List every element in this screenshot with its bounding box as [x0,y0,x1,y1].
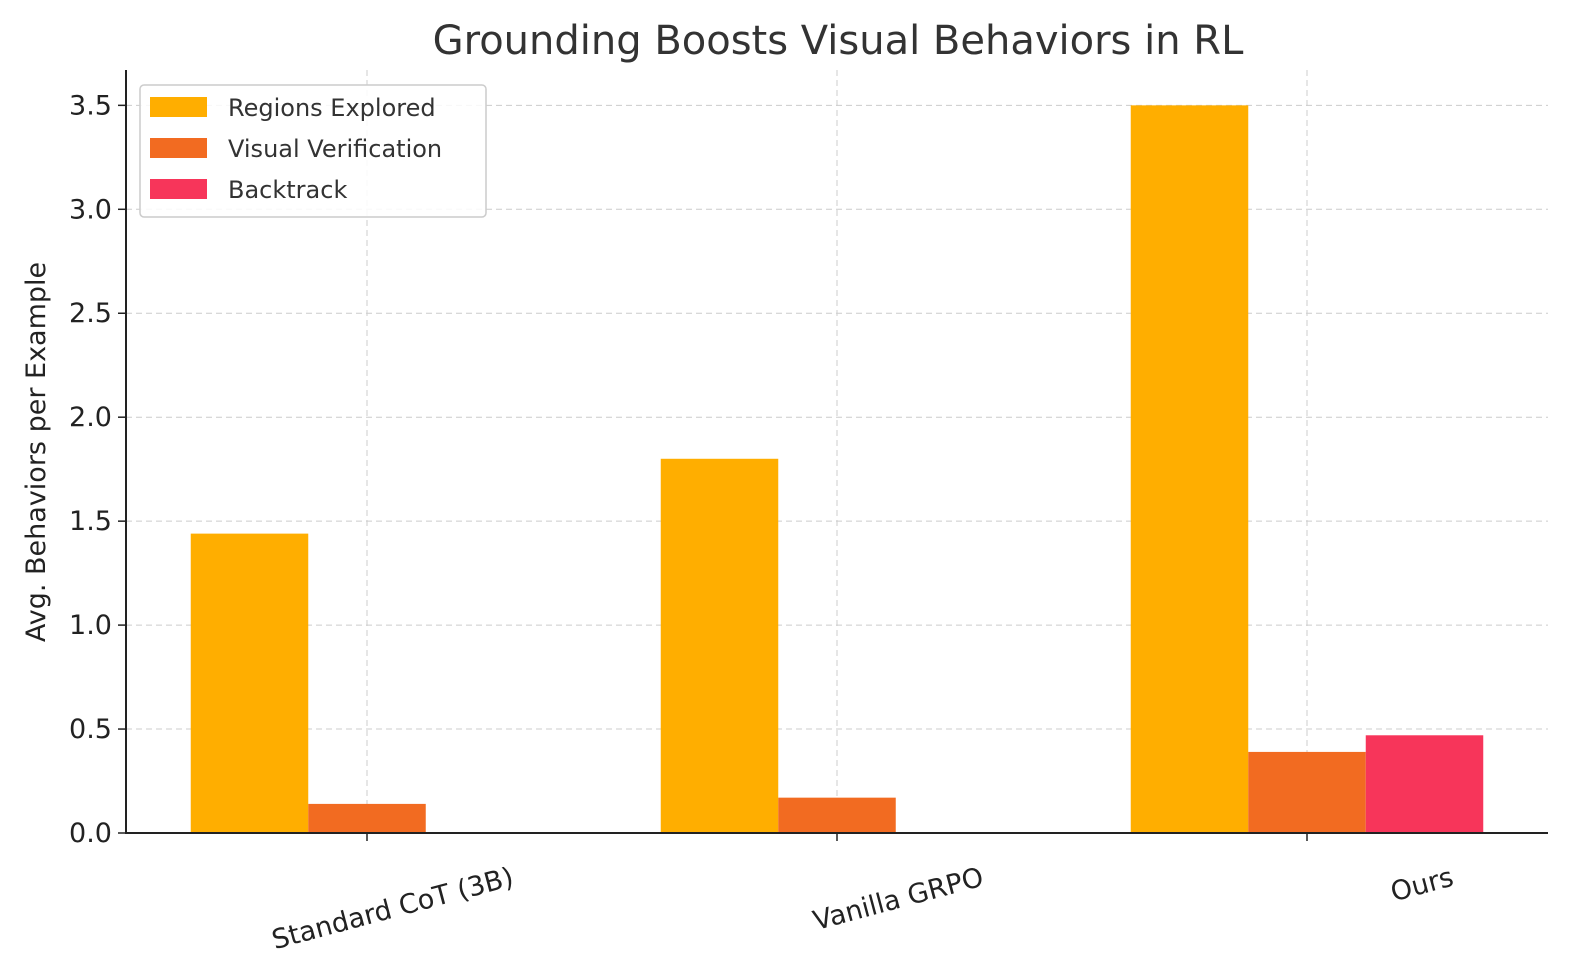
x-tick-label: Ours [1387,862,1456,908]
y-tick-label: 1.0 [69,610,112,641]
y-tick-label: 1.5 [69,506,112,537]
y-tick-label: 3.5 [69,90,112,121]
bar [1365,735,1484,833]
bar [1248,751,1366,833]
legend-label: Regions Explored [228,94,436,122]
y-tick-label: 0.5 [69,714,112,745]
legend-label: Visual Verification [228,135,442,163]
x-tick-label: Standard CoT (3B) [269,862,517,956]
legend-swatch [150,179,207,199]
bars [190,105,1484,833]
legend-swatch [150,97,207,117]
y-tick-label: 0.0 [69,818,112,849]
x-ticks: Standard CoT (3B) Vanilla GRPO Ours [269,833,1457,956]
x-tick-label: Vanilla GRPO [810,862,987,937]
bar [778,797,896,833]
legend-label: Backtrack [228,176,347,204]
y-tick-label: 2.0 [69,402,112,433]
chart-title: Grounding Boosts Visual Behaviors in RL [433,18,1244,64]
legend: Regions Explored Visual Verification Backt… [139,84,487,218]
bar [190,533,309,833]
bar [660,458,779,833]
legend-swatch [150,138,207,158]
bar [308,803,426,833]
bar [1130,105,1249,833]
legend-frame [139,84,487,218]
y-axis-label: Avg. Behaviors per Example [21,262,52,642]
y-ticks: 0.0 0.5 1.0 1.5 2.0 2.5 3.0 3.5 [69,90,126,849]
y-tick-label: 3.0 [69,194,112,225]
y-tick-label: 2.5 [69,298,112,329]
grid-lines [126,70,1548,833]
